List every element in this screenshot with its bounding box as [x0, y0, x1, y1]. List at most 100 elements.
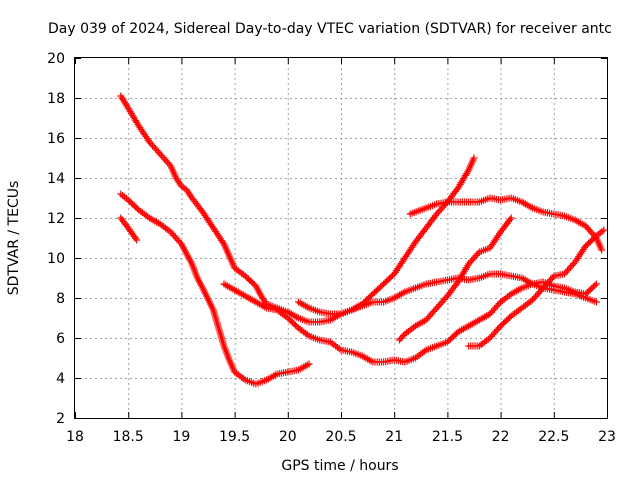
data-point: [486, 310, 494, 318]
x-tick-label: 21: [385, 429, 403, 445]
data-point: [305, 360, 313, 368]
data-point: [495, 324, 503, 332]
x-tick-label: 20.5: [325, 429, 356, 445]
data-point: [165, 160, 173, 168]
y-tick-label: 2: [56, 411, 65, 427]
data-point: [469, 255, 477, 263]
data-point: [149, 141, 157, 149]
data-point: [592, 280, 600, 288]
data-point: [474, 250, 482, 258]
series-track-2: [117, 190, 313, 388]
data-point: [439, 297, 447, 305]
data-point: [174, 237, 182, 245]
data-point: [567, 263, 575, 271]
data-point: [582, 222, 590, 230]
data-point: [544, 279, 552, 287]
series-track-5: [294, 270, 600, 318]
data-point: [494, 325, 502, 333]
data-point: [536, 287, 544, 295]
plot-frame: [74, 57, 608, 419]
data-point: [425, 313, 433, 321]
y-tick-label: 20: [47, 51, 65, 67]
data-point: [468, 257, 476, 265]
data-point: [440, 295, 448, 303]
data-point: [532, 293, 540, 301]
data-point: [585, 225, 593, 233]
data-point: [173, 235, 181, 243]
data-point: [548, 274, 556, 282]
x-tick-label: 19.5: [219, 429, 250, 445]
data-point: [159, 153, 167, 161]
data-point: [434, 208, 442, 216]
data-point: [563, 267, 571, 275]
data-point: [131, 234, 139, 242]
chart-title: Day 039 of 2024, Sidereal Day-to-day VTE…: [48, 21, 612, 37]
data-point: [150, 143, 158, 151]
x-axis: 18 18.5 19 19.5 20 20.5 21 21.5 22 22.5 23: [66, 58, 616, 445]
data-point: [486, 334, 494, 342]
series-track-6: [396, 214, 515, 344]
data-point: [560, 270, 568, 278]
data-point: [168, 230, 176, 238]
x-tick-label: 19: [172, 429, 190, 445]
data-point: [162, 157, 170, 165]
data-point: [158, 152, 166, 160]
data-point: [592, 298, 600, 306]
y-tick-label: 8: [56, 291, 65, 307]
series-track-8: [465, 226, 608, 350]
y-tick-label: 10: [47, 251, 65, 267]
data-point: [492, 327, 500, 335]
data-point: [586, 227, 594, 235]
data-point: [583, 224, 591, 232]
data-point: [492, 303, 500, 311]
x-tick-label: 18.5: [113, 429, 144, 445]
data-point: [545, 277, 553, 285]
data-point: [600, 226, 608, 234]
data-point: [541, 282, 549, 290]
data-point: [466, 258, 474, 266]
data-point: [535, 289, 543, 297]
x-tick-label: 22: [492, 429, 510, 445]
data-point: [176, 238, 184, 246]
data-point: [491, 329, 499, 337]
y-axis-label: SDTVAR / TECUs: [6, 181, 22, 296]
data-point: [494, 301, 502, 309]
data-point: [433, 304, 441, 312]
data-point: [538, 286, 546, 294]
data-point: [542, 281, 550, 289]
data-point: [161, 155, 169, 163]
data-point: [170, 231, 178, 239]
data-point: [167, 228, 175, 236]
data-point: [495, 300, 503, 308]
data-point: [507, 214, 515, 222]
data-point: [471, 253, 479, 261]
data-point: [547, 275, 555, 283]
data-point: [431, 306, 439, 314]
data-point: [489, 307, 497, 315]
data-point: [588, 229, 596, 237]
data-point: [437, 299, 445, 307]
data-point: [156, 150, 164, 158]
data-point: [487, 308, 495, 316]
data-point: [422, 316, 430, 324]
data-point: [152, 145, 160, 153]
data-point: [562, 268, 570, 276]
x-axis-label: GPS time / hours: [281, 458, 398, 474]
data-point: [428, 309, 436, 317]
data-point: [568, 261, 576, 269]
x-tick-label: 23: [598, 429, 616, 445]
x-tick-label: 18: [66, 429, 84, 445]
x-tick-label: 20: [279, 429, 297, 445]
data-point: [470, 154, 478, 162]
data-point: [155, 148, 163, 156]
x-tick-label: 21.5: [432, 429, 463, 445]
data-point: [171, 233, 179, 241]
data-point: [489, 331, 497, 339]
data-point: [487, 332, 495, 340]
y-tick-label: 4: [56, 371, 65, 387]
y-tick-label: 14: [47, 171, 65, 187]
data-point: [133, 236, 141, 244]
data-point: [472, 251, 480, 259]
data-point: [427, 311, 435, 319]
